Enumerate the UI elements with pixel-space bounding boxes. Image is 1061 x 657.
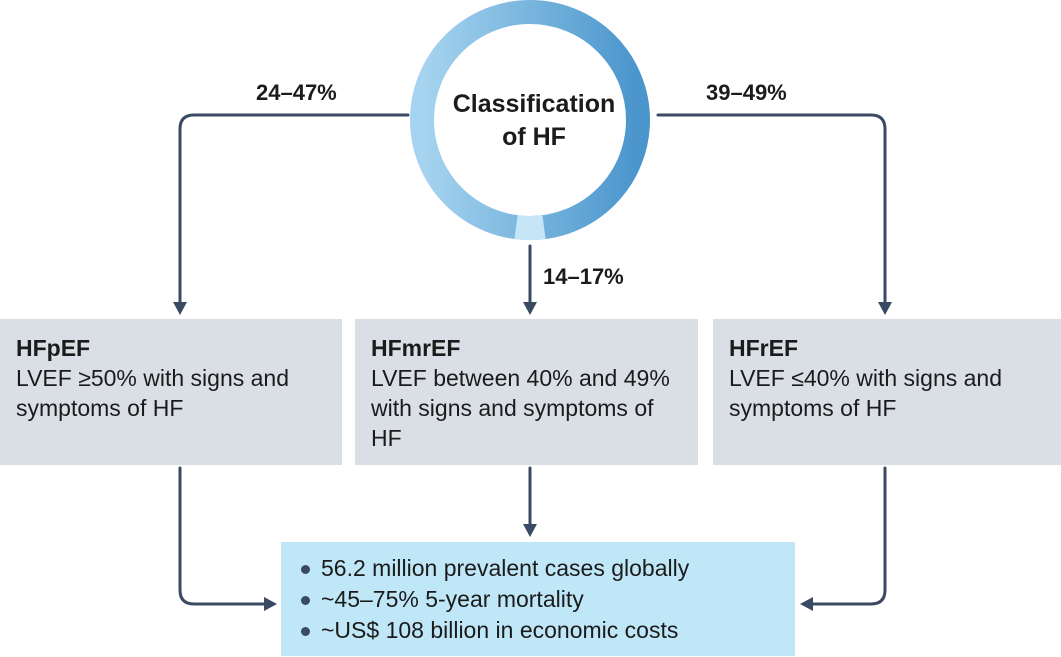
arrowhead-summary-left bbox=[264, 597, 277, 611]
summary-box: 56.2 million prevalent cases globally ~4… bbox=[281, 542, 795, 656]
box-hfpef-description: LVEF ≥50% with signs and symptoms of HF bbox=[16, 365, 290, 421]
arrow-to-hfpef bbox=[178, 113, 410, 307]
arrow-to-hfref bbox=[656, 113, 887, 307]
bullet-icon bbox=[301, 565, 310, 574]
arrowhead-summary-top bbox=[523, 524, 537, 537]
bullet-icon bbox=[301, 627, 310, 636]
box-hfmref-title: HFmrEF bbox=[371, 335, 461, 361]
classification-ring bbox=[410, 0, 650, 241]
box-hfpef: HFpEF LVEF ≥50% with signs and symptoms … bbox=[0, 319, 342, 465]
percent-hfpef: 24–47% bbox=[256, 80, 337, 105]
box-hfmref-description: LVEF between 40% and 49% with signs and … bbox=[371, 365, 670, 451]
box-hfpef-title: HFpEF bbox=[16, 335, 91, 361]
summary-item: 56.2 million prevalent cases globally bbox=[299, 553, 795, 584]
arrowhead-hfpef bbox=[173, 302, 187, 315]
arrowhead-summary-right bbox=[800, 597, 813, 611]
box-hfref: HFrEF LVEF ≤40% with signs and symptoms … bbox=[713, 319, 1061, 465]
bullet-icon bbox=[301, 596, 310, 605]
summary-item: ~US$ 108 billion in economic costs bbox=[299, 615, 795, 646]
classification-label: Classification of HF bbox=[434, 88, 634, 154]
box-hfref-description: LVEF ≤40% with signs and symptoms of HF bbox=[729, 365, 1003, 421]
box-hfmref: HFmrEF LVEF between 40% and 49% with sig… bbox=[355, 319, 698, 465]
summary-item: ~45–75% 5-year mortality bbox=[299, 584, 795, 615]
arrowhead-hfref bbox=[878, 302, 892, 315]
arrow-hfpef-to-summary bbox=[178, 466, 270, 606]
arrow-hfref-to-summary bbox=[808, 466, 887, 606]
box-hfref-title: HFrEF bbox=[729, 335, 798, 361]
arrowhead-hfmref bbox=[523, 302, 537, 315]
summary-list: 56.2 million prevalent cases globally ~4… bbox=[299, 553, 795, 646]
classification-label-line1: Classification bbox=[452, 90, 616, 118]
classification-label-line2: of HF bbox=[502, 123, 566, 151]
percent-hfmref: 14–17% bbox=[543, 264, 624, 289]
percent-hfref: 39–49% bbox=[706, 80, 787, 105]
